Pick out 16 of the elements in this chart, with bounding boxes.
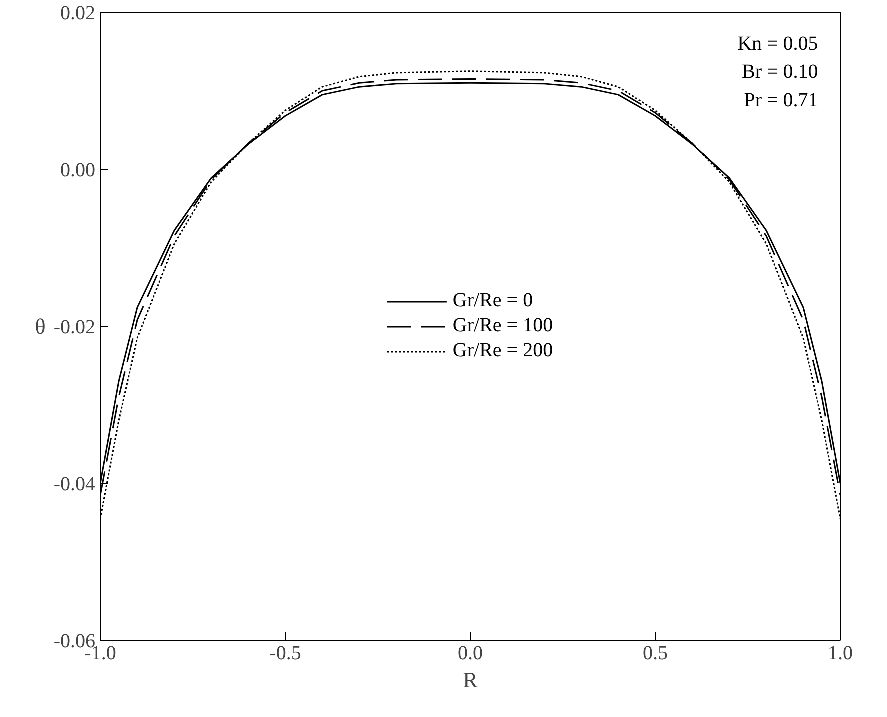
annotation: Pr = 0.71 bbox=[744, 89, 818, 112]
annotation: Br = 0.10 bbox=[742, 61, 818, 84]
x-tick-label: 1.0 bbox=[828, 642, 853, 664]
y-tick-label: -0.02 bbox=[54, 316, 96, 338]
y-axis-title: θ bbox=[35, 314, 46, 339]
legend-label: Gr/Re = 100 bbox=[452, 314, 554, 338]
x-axis-title: R bbox=[463, 668, 478, 692]
x-tick-label: 0.0 bbox=[458, 642, 483, 664]
y-tick-label: 0.00 bbox=[60, 160, 96, 182]
legend-label: Gr/Re = 0 bbox=[452, 290, 534, 312]
annotation: Kn = 0.05 bbox=[738, 32, 818, 55]
legend-label: Gr/Re = 200 bbox=[452, 340, 554, 362]
x-tick-label: 0.5 bbox=[643, 642, 668, 664]
y-tick-label: 0.02 bbox=[60, 2, 96, 24]
x-tick-label: -0.5 bbox=[270, 642, 302, 664]
y-tick-label: -0.04 bbox=[54, 474, 96, 496]
